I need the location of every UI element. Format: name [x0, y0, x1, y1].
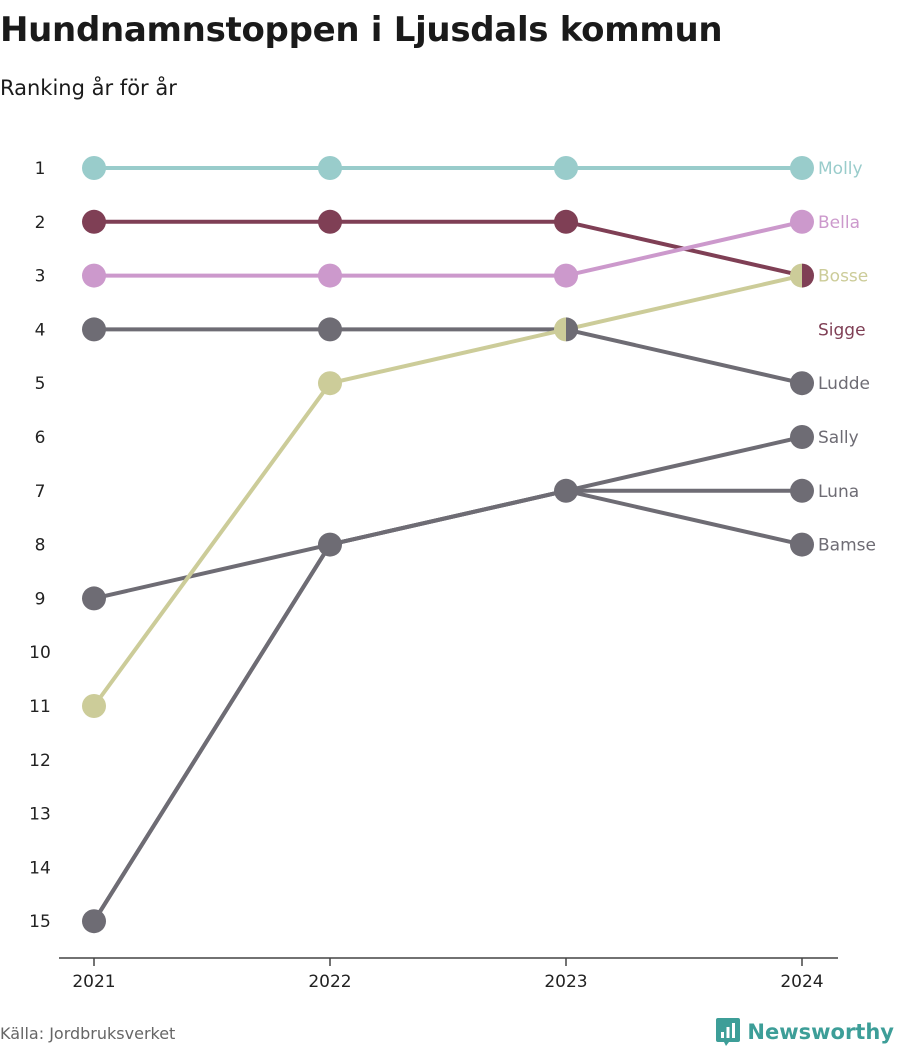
point-ludde [318, 317, 342, 342]
series-line-bella [94, 219, 803, 278]
y-tick-label: 7 [35, 482, 46, 502]
x-tick-label: 2024 [780, 972, 823, 992]
y-tick-label: 5 [35, 374, 46, 394]
point-sigge [82, 209, 106, 234]
y-tick-label: 12 [29, 751, 51, 771]
y-tick-label: 3 [35, 267, 46, 287]
chart-subtitle: Ranking år för år [0, 76, 177, 100]
series-end-labels: Molly Bella Bosse Sigge Ludde Sally Luna Bamse [818, 159, 876, 556]
source-note: Källa: Jordbruksverket [0, 1024, 176, 1043]
y-tick-label: 15 [29, 912, 51, 932]
point-bosse [790, 263, 802, 288]
y-tick-label: 9 [35, 589, 46, 609]
point-sigge [802, 263, 814, 288]
point-bamse [82, 909, 106, 934]
point-molly [554, 156, 578, 180]
point-ludde [790, 371, 814, 396]
y-tick-label: 13 [29, 805, 51, 825]
end-label-ludde: Ludde [818, 374, 870, 394]
end-label-sally: Sally [818, 428, 859, 448]
y-tick-label: 10 [29, 643, 51, 663]
series-line-luna [92, 488, 802, 923]
point-bosse [554, 317, 566, 342]
x-tick-label: 2021 [72, 972, 115, 992]
point-bosse [82, 694, 106, 718]
chart-title: Hundnamnstoppen i Ljusdals kommun [0, 10, 723, 50]
point-luna [790, 478, 814, 503]
point-sally [82, 586, 106, 611]
point-bella [82, 263, 106, 288]
y-tick-label: 4 [35, 320, 46, 340]
y-tick-label: 2 [35, 213, 46, 233]
y-tick-label: 8 [35, 536, 46, 556]
series-line-bosse [92, 273, 803, 708]
end-label-sigge: Sigge [818, 320, 866, 340]
end-label-bamse: Bamse [818, 536, 876, 556]
brand-logo: Newsworthy [715, 1017, 894, 1047]
series-line-bamse [92, 488, 803, 923]
point-bella [318, 263, 342, 288]
end-label-luna: Luna [818, 482, 859, 502]
point-sigge [554, 209, 578, 234]
point-sally [790, 425, 814, 449]
point-sally [554, 478, 578, 503]
y-tick-label: 6 [35, 428, 46, 448]
series-line-ludde [94, 327, 803, 386]
series-line-sally [93, 435, 803, 601]
point-molly [82, 156, 106, 180]
y-tick-label: 14 [29, 858, 51, 878]
x-axis-ticks: 2021 2022 2023 2024 [72, 958, 824, 992]
newsworthy-logo-icon [716, 1018, 741, 1046]
point-molly [318, 156, 342, 180]
series-points [82, 156, 814, 934]
point-bamse [790, 532, 814, 557]
x-tick-label: 2022 [308, 972, 351, 992]
point-ludde [82, 317, 106, 342]
point-sally [318, 532, 342, 557]
end-label-bella: Bella [818, 213, 860, 233]
x-tick-label: 2023 [544, 972, 587, 992]
end-label-bosse: Bosse [818, 267, 868, 287]
point-bella [554, 263, 578, 288]
series-lines [92, 166, 803, 923]
point-bosse [318, 371, 342, 396]
point-ludde [566, 317, 578, 342]
series-line-sigge [94, 219, 803, 278]
y-tick-label: 11 [29, 697, 51, 717]
end-label-molly: Molly [818, 159, 863, 179]
point-sigge [318, 209, 342, 234]
brand-name: Newsworthy [747, 1020, 894, 1044]
point-molly [790, 156, 814, 180]
point-bella [790, 209, 814, 234]
y-tick-label: 1 [35, 159, 46, 179]
